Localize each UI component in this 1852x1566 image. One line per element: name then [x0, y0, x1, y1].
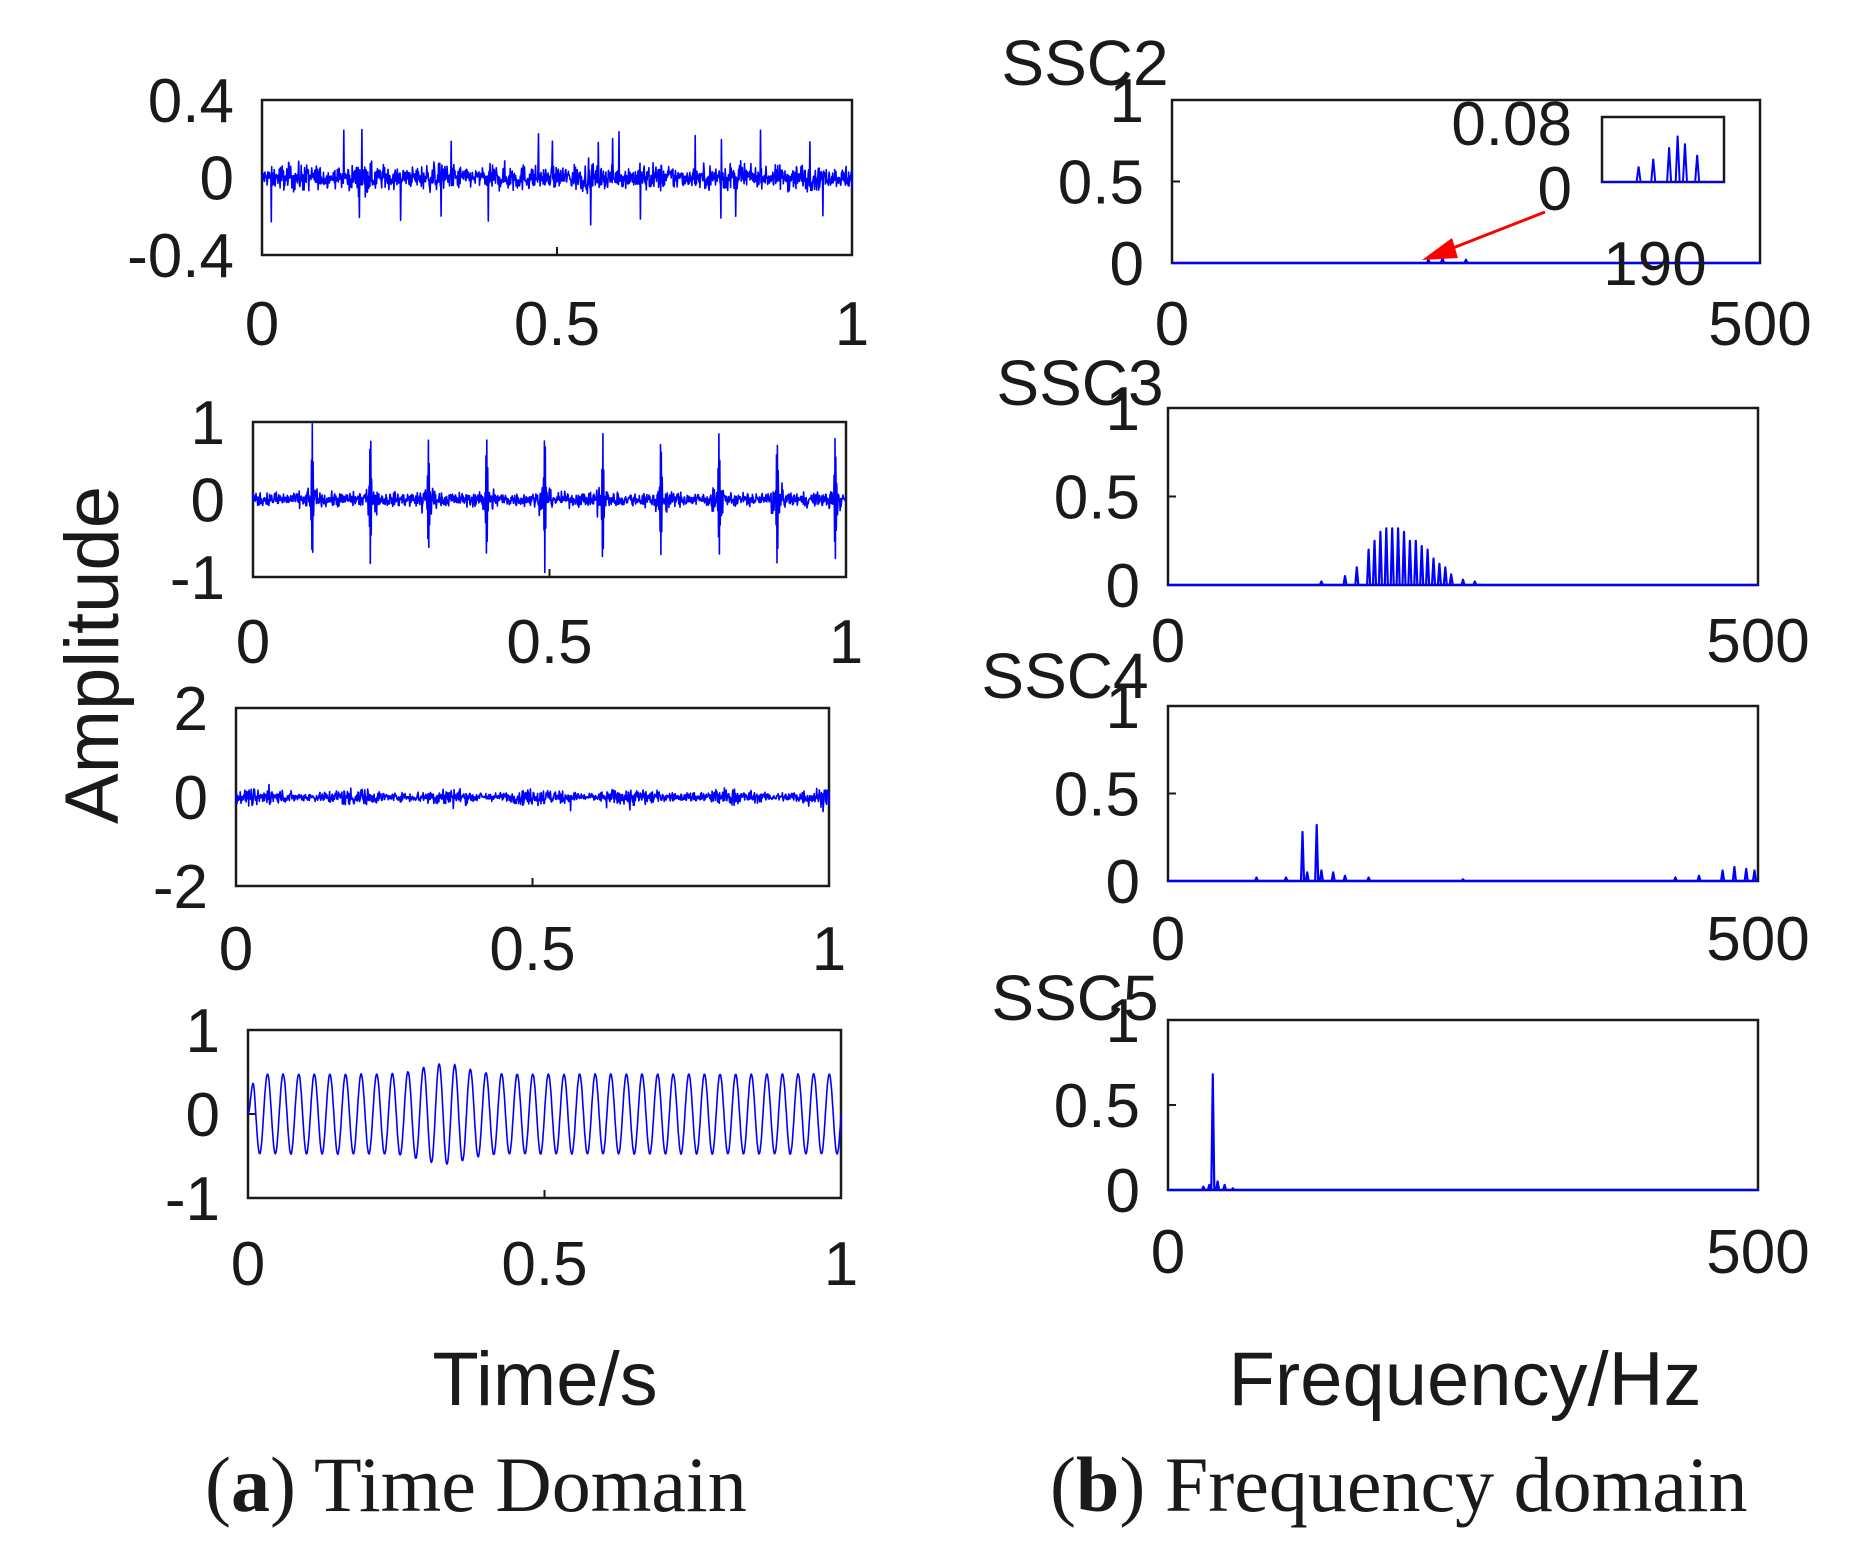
y-tick-label: 1 — [186, 997, 220, 1066]
x-tick-label: 0 — [1151, 1218, 1185, 1287]
x-tick-label: 0 — [231, 1230, 265, 1299]
y-tick-label: 0.5 — [1054, 1072, 1140, 1141]
axes-frame — [1166, 406, 1760, 587]
x-tick-label: 1 — [812, 915, 846, 984]
panels-group: 0.40-0.40 0.5 110-10 0.5 120-20 0.5 110-10 0.5 1… — [127, 27, 1812, 1299]
y-tick-label: 0.5 — [1054, 464, 1140, 533]
panel-title: SSC5 — [991, 962, 1158, 1034]
inset-y-top-label: 0.08 — [1451, 90, 1572, 159]
axes-frame — [1166, 1018, 1760, 1192]
inset-x-label: 190 — [1603, 230, 1706, 299]
x-tick-label: 0.5 — [501, 1230, 587, 1299]
y-tick-label: 0 — [186, 1081, 220, 1150]
x-tick-label: 0 — [245, 290, 279, 359]
y-tick-label: 1 — [1106, 375, 1140, 444]
y-tick-label: 0 — [191, 467, 225, 536]
x-tick-label: 0 — [1151, 905, 1185, 974]
caption-a-letter: a — [230, 1441, 270, 1528]
signal-line — [247, 1063, 842, 1165]
x-tick-label: 500 — [1706, 607, 1809, 676]
panel-b3-ssc4: 1 0.5 00 500 SSC4 — [981, 640, 1809, 974]
time-x-axis-label: Time/s — [432, 1337, 657, 1422]
panel-a3-ssc4: 20-20 0.5 1 — [153, 675, 846, 984]
signal-line — [1168, 527, 1758, 587]
y-tick-label: 0 — [1106, 552, 1140, 621]
panel-a1-ssc2: 0.40-0.40 0.5 1 — [127, 67, 869, 359]
inset-frame — [1600, 115, 1726, 184]
y-tick-label: 0 — [1106, 1157, 1140, 1226]
signal-line — [235, 783, 830, 813]
caption-a-text: Time Domain — [295, 1441, 747, 1528]
y-tick-label: -0.4 — [127, 222, 234, 291]
y-tick-label: -2 — [153, 853, 208, 922]
y-tick-label: 0 — [1110, 230, 1144, 299]
panel-a2-ssc3: 10-10 0.5 1 — [170, 389, 863, 677]
panel-b2-ssc3: 1 0.5 00 500 SSC3 — [996, 347, 1809, 676]
y-tick-label: 0 — [200, 145, 234, 214]
x-tick-label: 1 — [824, 1230, 858, 1299]
x-tick-label: 0.5 — [489, 915, 575, 984]
zoom-arrow-head — [1422, 238, 1458, 260]
panel-title: SSC2 — [1001, 27, 1168, 99]
signal-line — [1168, 1073, 1758, 1192]
caption-b-letter: b — [1075, 1441, 1120, 1528]
x-tick-label: 1 — [829, 608, 863, 677]
x-tick-label: 500 — [1706, 1218, 1809, 1287]
panel-b4-ssc5: 1 0.5 00 500 SSC5 — [991, 962, 1809, 1287]
caption-time-domain: (a) Time Domain — [205, 1441, 747, 1528]
signal-line — [261, 128, 853, 226]
inset-signal-line — [1602, 135, 1724, 183]
caption-b-text: Frequency domain — [1145, 1441, 1748, 1528]
y-tick-label: -1 — [170, 544, 225, 613]
y-tick-label: 1 — [1106, 987, 1140, 1056]
zoom-arrow-line — [1439, 210, 1546, 255]
y-axis-label: Amplitude — [50, 486, 135, 824]
y-tick-label: 1 — [191, 389, 225, 458]
x-tick-label: 0.5 — [506, 608, 592, 677]
signal-line — [1168, 823, 1758, 883]
y-tick-label: 0 — [174, 764, 208, 833]
y-tick-label: -1 — [165, 1165, 220, 1234]
axes-frame — [1166, 704, 1760, 883]
signal-line — [252, 423, 847, 574]
x-tick-label: 0 — [236, 608, 270, 677]
x-tick-label: 1 — [835, 290, 869, 359]
x-tick-label: 500 — [1708, 290, 1811, 359]
y-tick-label: 0.5 — [1054, 761, 1140, 830]
y-tick-label: 0.5 — [1058, 149, 1144, 218]
panel-title: SSC4 — [981, 640, 1148, 712]
y-tick-label: 1 — [1110, 67, 1144, 136]
y-tick-label: 2 — [174, 675, 208, 744]
panel-title: SSC3 — [996, 347, 1163, 419]
x-tick-label: 0 — [1155, 290, 1189, 359]
x-tick-label: 500 — [1706, 905, 1809, 974]
y-tick-label: 0 — [1106, 848, 1140, 917]
x-tick-label: 0 — [1151, 607, 1185, 676]
y-tick-label: 0.4 — [148, 67, 234, 136]
x-tick-label: 0 — [219, 915, 253, 984]
x-tick-label: 0.5 — [514, 290, 600, 359]
caption-frequency-domain: (b) Frequency domain — [1050, 1441, 1748, 1528]
frequency-x-axis-label: Frequency/Hz — [1228, 1337, 1701, 1422]
y-tick-label: 1 — [1106, 673, 1140, 742]
panel-a4-ssc5: 10-10 0.5 1 — [165, 997, 858, 1299]
